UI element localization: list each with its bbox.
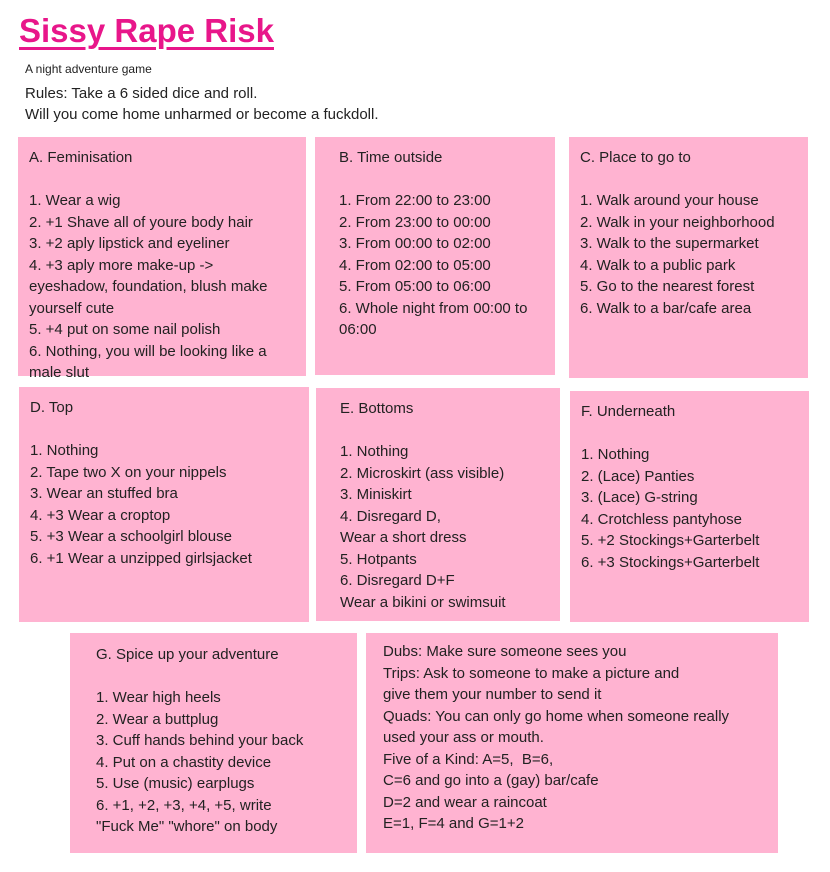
multiples-item: Trips: Ask to someone to make a picture … [383, 664, 680, 704]
box-item: 2. Microskirt (ass visible) [340, 464, 505, 482]
box-item: 6. Disregard D+F Wear a bikini or swimsu… [340, 572, 506, 611]
box-item: 6. Walk to a bar/cafe area [580, 299, 752, 317]
page-title: Sissy Rape Risk [19, 12, 274, 49]
box-item: 1. Wear high heels [96, 689, 221, 706]
box-item: 1. Nothing [340, 443, 409, 460]
box-item: 4. Disregard D, Wear a short dress [340, 507, 467, 547]
box-item: 4. Put on a chastity device [96, 753, 272, 771]
box-item: 4. Crotchless pantyhose [581, 510, 742, 528]
box-item: 3. Cuff hands behind your back [96, 732, 304, 749]
box-item: 6. Whole night from 00:00 to 06:00 [339, 299, 532, 339]
box-item: 6. +3 Stockings+Garterbelt [581, 553, 760, 571]
box-item: 5. From 05:00 to 06:00 [339, 278, 491, 295]
box-item: 6. +1, +2, +3, +4, +5, write "Fuck Me" "… [96, 796, 278, 836]
box-item: 4. Walk to a public park [580, 256, 736, 274]
box-item: 6. +1 Wear a unzipped girlsjacket [30, 549, 252, 567]
box-feminisation: A. Feminisation 1. Wear a wig 2. +1 Shave … [18, 137, 306, 381]
box-place: C. Place to go to 1. Walk around your hou… [569, 137, 808, 378]
rules: Rules: Take a 6 sided dice and roll. Wil… [25, 83, 379, 125]
box-item: 1. Nothing [30, 442, 99, 459]
box-item: 3. From 00:00 to 02:00 [339, 235, 491, 252]
box-bottoms: E. Bottoms 1. Nothing 2. Microskirt (ass v… [316, 388, 560, 621]
box-item: 4. From 02:00 to 05:00 [339, 256, 491, 274]
multiples-item: Five of a Kind: A=5, B=6, C=6 and go int… [383, 750, 599, 833]
box-item: 5. Hotpants [340, 550, 417, 568]
box-spice: G. Spice up your adventure 1. Wear high h… [70, 633, 357, 853]
box-heading: G. Spice up your adventure [96, 646, 279, 663]
box-item: 2. Tape two X on your nippels [30, 463, 227, 481]
box-item: 2. Walk in your neighborhood [580, 213, 775, 231]
box-item: 6. Nothing, you will be looking like a m… [29, 342, 271, 382]
multiples-item: Dubs: Make sure someone sees you [383, 643, 627, 660]
box-top: D. Top 1. Nothing 2. Tape two X on your ni… [19, 387, 309, 622]
subtitle: A night adventure game [25, 62, 152, 76]
box-item: 2. (Lace) Panties [581, 467, 695, 485]
box-item: 2. From 23:00 to 00:00 [339, 213, 491, 231]
box-heading: C. Place to go to [580, 149, 691, 166]
box-heading: E. Bottoms [340, 400, 414, 417]
box-item: 2. +1 Shave all of youre body hair [29, 213, 253, 231]
multiples-box: Dubs: Make sure someone sees you Trips: A… [366, 633, 778, 853]
box-item: 5. +4 put on some nail polish [29, 321, 221, 338]
box-item: 1. Wear a wig [29, 192, 121, 209]
box-item: 5. Go to the nearest forest [580, 278, 755, 295]
box-heading: B. Time outside [339, 149, 443, 166]
box-item: 3. (Lace) G-string [581, 489, 698, 506]
box-heading: D. Top [30, 399, 74, 416]
box-item: 3. Walk to the supermarket [580, 235, 759, 252]
box-heading: A. Feminisation [29, 149, 133, 166]
box-item: 3. Miniskirt [340, 486, 412, 503]
box-item: 2. Wear a buttplug [96, 710, 219, 728]
box-item: 5. Use (music) earplugs [96, 775, 255, 792]
box-item: 1. From 22:00 to 23:00 [339, 192, 491, 209]
box-item: 5. +2 Stockings+Garterbelt [581, 532, 760, 549]
box-item: 3. Wear an stuffed bra [30, 485, 178, 502]
box-underneath: F. Underneath 1. Nothing 2. (Lace) Panties… [570, 391, 809, 622]
box-item: 4. +3 Wear a croptop [30, 506, 171, 524]
box-item: 3. +2 aply lipstick and eyeliner [29, 235, 230, 252]
multiples-item: Quads: You can only go home when someone… [383, 707, 730, 747]
box-item: 4. +3 aply more make-up -> eyeshadow, fo… [29, 256, 272, 317]
rules-line: Will you come home unharmed or become a … [25, 106, 379, 123]
box-item: 5. +3 Wear a schoolgirl blouse [30, 528, 232, 545]
box-item: 1. Nothing [581, 446, 650, 463]
box-heading: F. Underneath [581, 403, 676, 420]
rules-line: Rules: Take a 6 sided dice and roll. [25, 85, 258, 102]
box-time-outside: B. Time outside 1. From 22:00 to 23:00 2. … [315, 137, 555, 375]
box-item: 1. Walk around your house [580, 192, 759, 209]
